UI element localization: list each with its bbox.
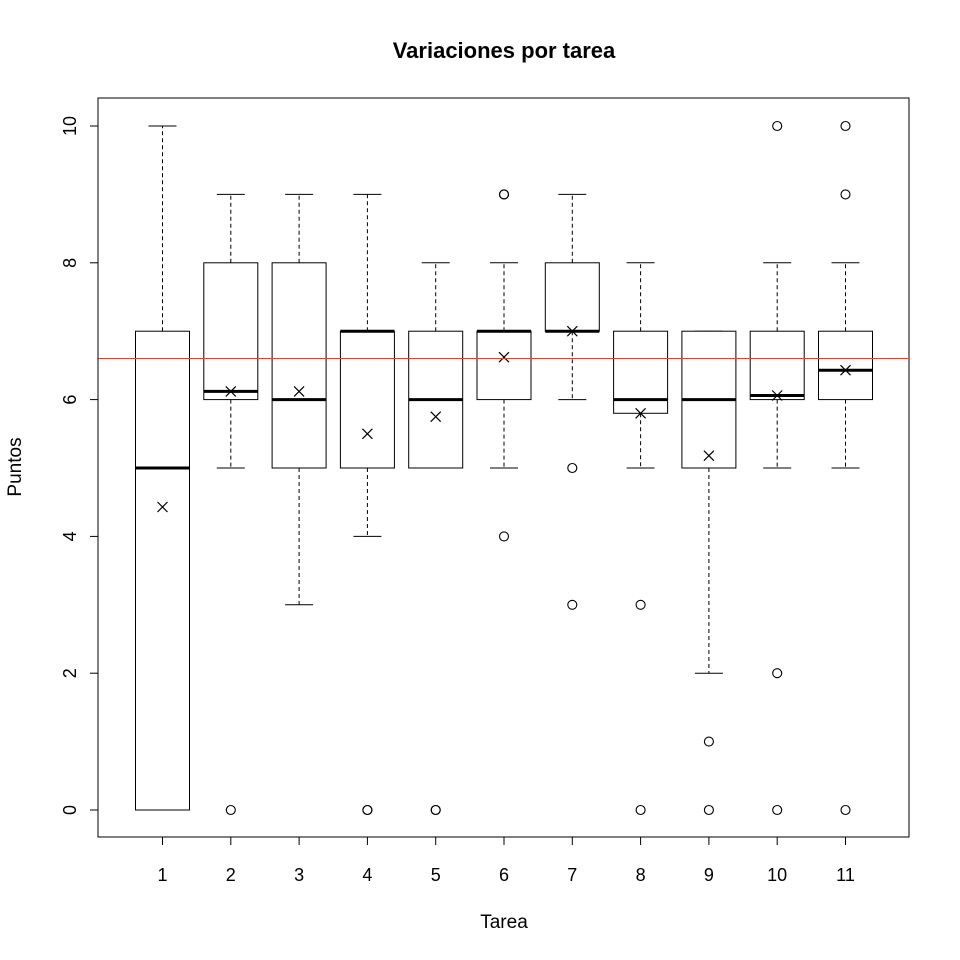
x-tick-label: 3 <box>294 865 304 885</box>
mean-marker <box>771 390 783 401</box>
y-tick-label: 6 <box>60 395 80 405</box>
mean-marker-stroke-b <box>703 450 715 462</box>
outlier-point <box>225 804 236 816</box>
iqr-box <box>544 262 600 332</box>
x-tick-label: 1 <box>157 865 167 885</box>
x-tick-label: 5 <box>431 865 441 885</box>
mean-marker <box>566 325 578 337</box>
iqr-box <box>271 262 327 469</box>
iqr-box <box>135 330 190 811</box>
box-group-9 <box>681 330 737 816</box>
chart-title: Variaciones por tarea <box>393 38 616 63</box>
mean-marker <box>361 428 373 440</box>
mean-marker-stroke-b <box>635 407 647 419</box>
box-group-3 <box>271 193 327 606</box>
mean-marker-stroke-b <box>840 364 851 376</box>
mean-marker-stroke-b <box>225 385 237 397</box>
plot-marks <box>98 120 909 816</box>
iqr-box <box>818 330 873 401</box>
outlier-point <box>567 462 578 474</box>
box-group-8 <box>613 262 669 816</box>
x-axis-label: Tarea <box>480 912 528 933</box>
outlier-point <box>498 531 510 542</box>
outlier-point <box>635 599 646 610</box>
outlier-point <box>840 120 851 132</box>
box-group-6 <box>476 189 532 542</box>
mean-marker-stroke-b <box>293 385 305 397</box>
x-tick-label: 10 <box>767 865 787 885</box>
mean-marker-stroke-b <box>361 428 373 440</box>
x-tick-label: 8 <box>636 865 646 885</box>
y-tick-label: 10 <box>60 116 80 136</box>
mean-marker <box>635 407 647 419</box>
box-group-2 <box>203 193 259 816</box>
y-tick-label: 2 <box>60 668 80 678</box>
outlier-point <box>567 599 578 610</box>
outlier-point <box>703 736 714 747</box>
x-axis: 1 2 3 4 5 6 7 8 9 10 11 <box>157 836 855 885</box>
y-tick-label: 8 <box>60 258 80 268</box>
mean-marker <box>293 385 305 397</box>
iqr-box <box>203 262 259 401</box>
outlier-point <box>772 120 783 132</box>
mean-marker <box>840 364 851 376</box>
mean-marker <box>703 450 715 462</box>
x-tick-label: 2 <box>226 865 236 885</box>
mean-marker-stroke-b <box>498 351 510 363</box>
mean-marker <box>498 351 510 363</box>
mean-marker <box>157 501 168 513</box>
outlier-point <box>840 804 851 816</box>
outlier-point <box>498 189 510 200</box>
outlier-point <box>430 804 441 816</box>
y-axis-label: Puntos <box>5 437 26 496</box>
outlier-point <box>772 804 783 816</box>
box-group-1 <box>135 125 190 811</box>
mean-marker <box>225 385 237 397</box>
box-group-5 <box>408 262 464 816</box>
outlier-point <box>703 804 714 816</box>
iqr-box <box>749 330 805 401</box>
outlier-point <box>635 804 646 816</box>
mean-marker-stroke-b <box>430 411 442 423</box>
box-group-10 <box>749 120 805 816</box>
x-tick-label: 6 <box>499 865 509 885</box>
box-group-4 <box>339 193 395 816</box>
mean-marker-stroke-b <box>566 325 578 337</box>
mean-marker <box>430 411 442 423</box>
x-tick-label: 9 <box>704 865 714 885</box>
iqr-box <box>339 330 395 469</box>
y-tick-label: 0 <box>60 805 80 815</box>
y-axis: 0 2 4 6 8 10 <box>60 116 99 815</box>
outlier-point <box>362 804 373 816</box>
box-group-7 <box>544 193 600 610</box>
outlier-point <box>840 189 851 200</box>
outlier-point <box>772 668 783 679</box>
y-tick-label: 4 <box>60 531 80 541</box>
mean-marker-stroke-b <box>771 390 783 401</box>
mean-marker-stroke-b <box>157 501 168 513</box>
x-tick-label: 7 <box>567 865 577 885</box>
x-tick-label: 11 <box>836 865 855 885</box>
x-tick-label: 4 <box>362 865 372 885</box>
box-group-11 <box>818 120 873 816</box>
iqr-box <box>476 330 532 401</box>
